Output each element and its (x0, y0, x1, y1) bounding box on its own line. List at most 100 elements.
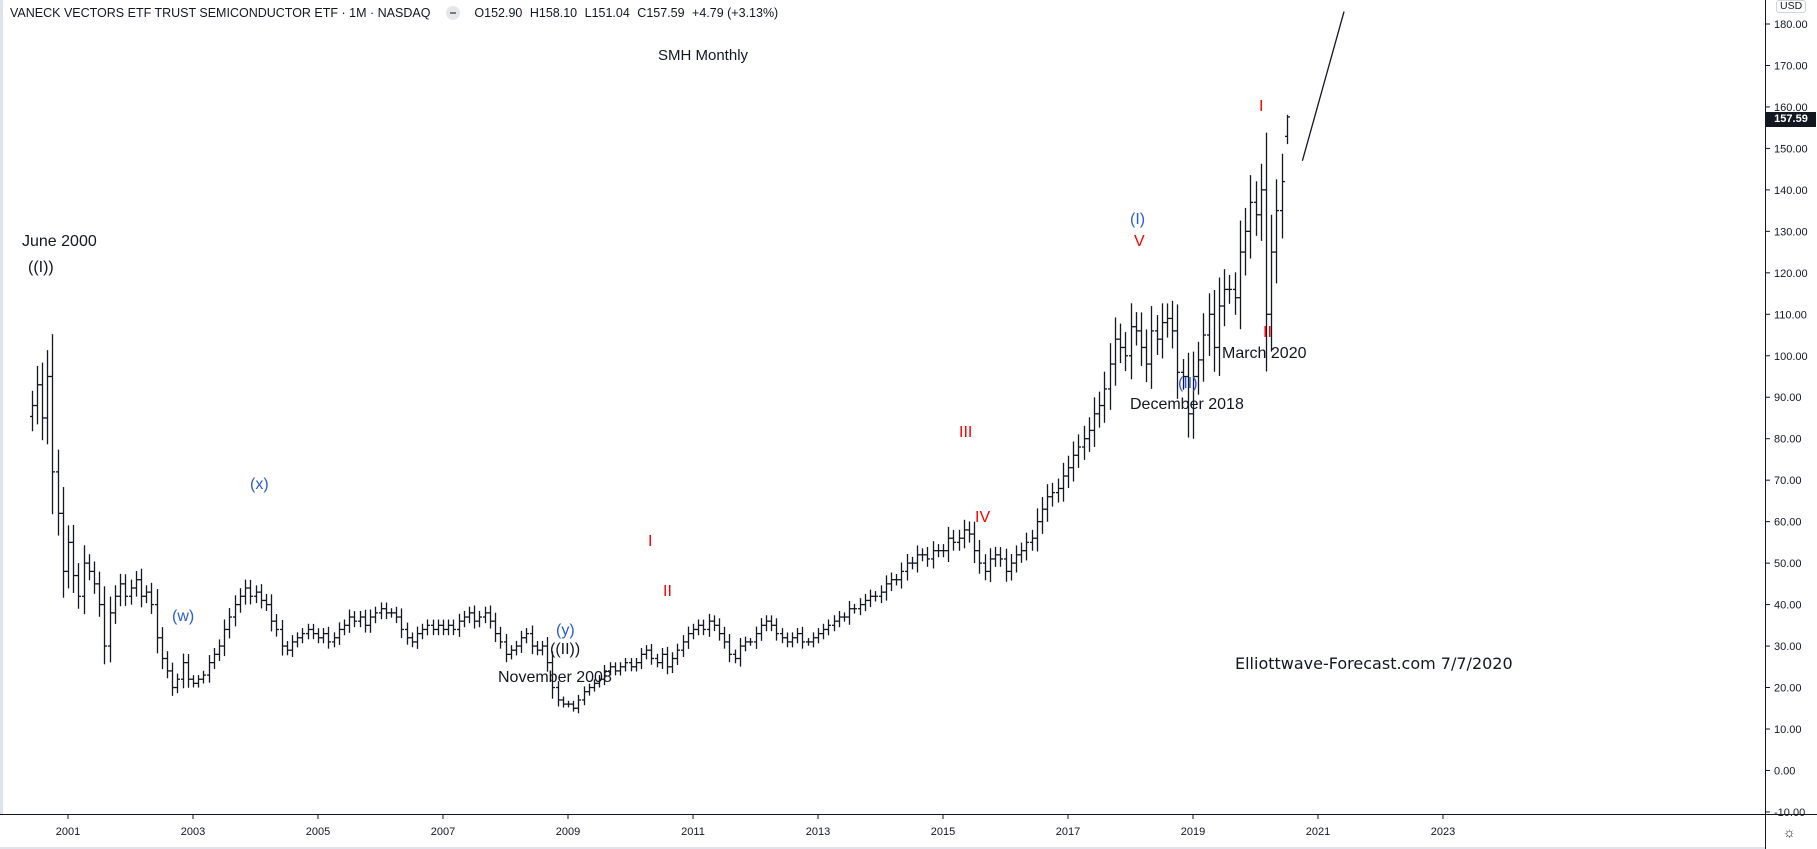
ohlc-bar (889, 572, 894, 592)
ohlc-bar (1181, 359, 1186, 390)
currency-button[interactable]: USD (1776, 0, 1807, 13)
ohlc-bar (842, 612, 847, 622)
ohlc-bar (988, 548, 993, 583)
ohlc-bar (285, 640, 290, 656)
ohlc-bar (1019, 542, 1024, 563)
ohlc-bar (613, 662, 618, 676)
gear-icon[interactable]: ☼ (1783, 824, 1796, 840)
ohlc-bar (634, 657, 639, 672)
wave-label-red-v: V (1134, 233, 1145, 250)
ohlc-bar (1113, 317, 1118, 386)
ohlc-bar (243, 579, 248, 605)
ohlc-bar (441, 619, 446, 636)
ohlc-bar (1004, 548, 1009, 582)
ohlc-bar (879, 585, 884, 604)
wave-label-w: (w) (172, 608, 195, 625)
ohlc-bar (201, 670, 206, 684)
price-tick-label: 130.00 (1774, 226, 1808, 238)
ohlc-bar (1285, 114, 1290, 145)
ohlc-bar (1160, 303, 1165, 359)
time-tick-label: 2019 (1181, 826, 1205, 838)
ohlc-bar (759, 618, 764, 641)
ohlc-bar (118, 573, 123, 607)
wave-label-blue-i: (I) (1130, 211, 1146, 228)
ohlc-bar (347, 609, 352, 633)
ohlc-bar (1030, 529, 1035, 551)
ohlc-bar (1040, 497, 1045, 534)
ohlc-bar (1024, 532, 1029, 561)
ohlc-bar (800, 626, 805, 649)
ohlc-bar (899, 562, 904, 589)
ohlc-bar (821, 623, 826, 640)
ohlc-bar (618, 662, 623, 676)
ohlc-bar (743, 636, 748, 652)
ohlc-bar (129, 579, 134, 605)
high-value: H158.10 (529, 6, 578, 20)
ohlc-bar (1155, 315, 1160, 356)
ohlc-bar (764, 615, 769, 632)
ohlc-bar (134, 571, 139, 597)
price-tick-label: 150.00 (1774, 143, 1808, 155)
price-tick-label: 60.00 (1774, 517, 1802, 529)
ohlc-bar (207, 655, 212, 683)
ohlc-bar (608, 662, 613, 676)
ohlc-bar (1045, 484, 1050, 522)
ohlc-bar (571, 700, 576, 712)
ohlc-bar (884, 575, 889, 601)
symbol-legend: VANECK VECTORS ETF TRUST SEMICONDUCTOR E… (10, 6, 782, 20)
ohlc-bar (790, 632, 795, 648)
time-tick-label: 2005 (306, 826, 330, 838)
ohlc-bar (806, 638, 811, 646)
ohlc-bar (35, 365, 40, 425)
ohlc-bar (1061, 462, 1066, 502)
ohlc-bar (415, 626, 420, 649)
ohlc-bar (477, 610, 482, 628)
price-tick-label: 0.00 (1774, 765, 1795, 777)
ohlc-bar (420, 623, 425, 640)
ohlc-bar (514, 640, 519, 656)
ohlc-bar (196, 675, 201, 688)
ohlc-bar (707, 613, 712, 637)
ohlc-bar (1071, 441, 1076, 482)
ohlc-bar (40, 362, 45, 441)
ohlc-bar (45, 350, 50, 445)
ohlc-bar (274, 614, 279, 637)
left-toolbar-edge (0, 0, 3, 814)
ohlc-bar (373, 606, 378, 624)
ohlc-bar (936, 544, 941, 558)
time-tick-label: 2001 (56, 826, 80, 838)
ohlc-bar (1139, 312, 1144, 366)
ohlc-bar (483, 606, 488, 624)
ohlc-bar (358, 610, 363, 628)
ohlc-bar (389, 608, 394, 618)
price-tick-label: 10.00 (1774, 724, 1802, 736)
ohlc-bar (1123, 332, 1128, 372)
price-tick-label: 90.00 (1774, 392, 1802, 404)
price-tick-label: -10.00 (1774, 807, 1805, 819)
ohlc-bar (217, 639, 222, 661)
ohlc-bar (795, 628, 800, 644)
ohlc-bar (222, 619, 227, 657)
ohlc-bar (457, 613, 462, 637)
hide-icon[interactable] (446, 6, 461, 20)
ohlc-bar (1254, 181, 1259, 236)
ohlc-bar (696, 619, 701, 636)
wave-label-x: (x) (250, 476, 269, 493)
ohlc-bar (108, 596, 113, 663)
wave-label-red-i-2010: I (648, 533, 653, 550)
ohlc-bar (561, 696, 566, 708)
wave-label-y: (y) (556, 622, 575, 639)
ohlc-bar (191, 675, 196, 688)
ohlc-bar (82, 545, 87, 615)
ohlc-bar (233, 595, 238, 627)
ohlc-bar (629, 658, 634, 672)
price-tick-label: 110.00 (1774, 309, 1807, 321)
ohlc-bar (1238, 220, 1243, 330)
ohlc-bar (368, 609, 373, 633)
ohlc-bar (733, 649, 738, 664)
ohlc-bar (998, 547, 1003, 567)
ohlc-bar (576, 694, 581, 714)
ohlc-bar (993, 546, 998, 567)
ohlc-bars (30, 114, 1290, 714)
